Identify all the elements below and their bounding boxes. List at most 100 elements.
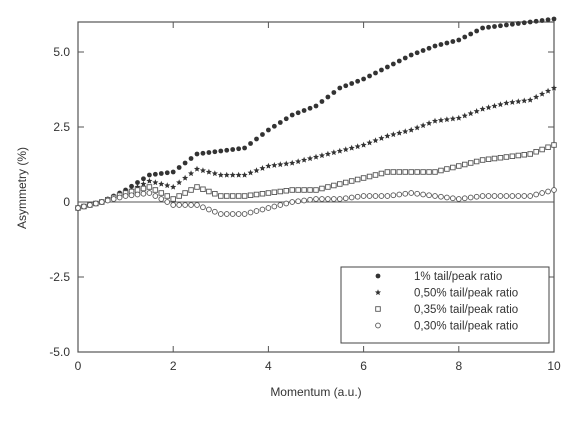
y-tick-label: 0: [63, 195, 70, 209]
series-3: [75, 187, 557, 217]
data-point: [265, 190, 272, 196]
data-point: [289, 112, 295, 118]
data-point: [146, 177, 153, 184]
data-point: [527, 151, 533, 157]
data-point-interp: [206, 150, 212, 155]
data-point-interp: [307, 105, 313, 111]
data-point: [527, 193, 534, 199]
data-point-interp: [366, 193, 373, 199]
legend-marker: [374, 289, 382, 296]
data-point: [551, 16, 557, 22]
data-point-interp: [497, 193, 504, 199]
data-point-interp: [402, 55, 408, 61]
data-point: [456, 163, 462, 169]
data-point: [313, 196, 319, 202]
data-point-interp: [212, 208, 218, 215]
data-point-interp: [461, 112, 468, 119]
data-point-interp: [319, 196, 325, 202]
data-point-interp: [474, 28, 480, 34]
legend-label: 1% tail/peak ratio: [414, 271, 502, 283]
data-point-interp: [396, 129, 403, 136]
data-point: [480, 25, 485, 31]
data-point-interp: [438, 193, 444, 200]
data-point-interp: [521, 97, 528, 104]
data-point: [122, 193, 129, 199]
legend-marker: [375, 322, 381, 329]
data-point-interp: [164, 193, 170, 199]
data-point-interp: [420, 169, 426, 175]
data-point-interp: [402, 169, 409, 175]
data-point-interp: [539, 18, 545, 23]
data-point: [408, 52, 414, 58]
data-point-interp: [324, 150, 331, 157]
data-point-interp: [449, 115, 456, 122]
data-point-interp: [372, 172, 379, 178]
data-point: [503, 193, 510, 199]
x-tick-label: 0: [75, 359, 82, 373]
data-point: [241, 211, 248, 217]
data-point-interp: [450, 195, 456, 202]
data-point-interp: [354, 176, 361, 183]
data-point: [146, 190, 153, 196]
x-tick-label: 2: [170, 359, 177, 373]
data-point-interp: [515, 193, 522, 199]
data-point-interp: [152, 179, 159, 186]
data-point-interp: [259, 206, 266, 213]
data-point-interp: [271, 162, 278, 168]
data-point-interp: [164, 182, 171, 189]
data-point-interp: [426, 45, 432, 51]
data-point-interp: [366, 173, 373, 180]
data-point-interp: [491, 102, 498, 109]
data-point: [265, 162, 272, 169]
data-point: [551, 187, 557, 193]
data-point: [527, 96, 534, 103]
data-point-interp: [253, 208, 260, 214]
data-point-interp: [390, 61, 396, 67]
data-point-interp: [509, 21, 515, 27]
data-point: [432, 43, 438, 49]
data-point-interp: [295, 158, 302, 165]
data-point-interp: [443, 116, 450, 123]
data-point: [289, 199, 296, 205]
data-point-interp: [319, 99, 325, 104]
data-point-interp: [331, 182, 337, 189]
data-point-interp: [342, 195, 349, 202]
legend-label: 0,35% tail/peak ratio: [414, 304, 518, 316]
data-point-interp: [140, 185, 147, 192]
data-point-interp: [444, 166, 450, 172]
x-axis-ticks: 0 2 4 6 8 10: [75, 22, 561, 373]
data-point-interp: [473, 158, 480, 165]
data-point-interp: [224, 147, 230, 153]
data-point-interp: [253, 191, 260, 198]
data-point-interp: [182, 190, 188, 196]
data-point-interp: [188, 156, 194, 161]
data-point-interp: [509, 193, 516, 199]
data-point-interp: [414, 190, 421, 197]
data-point: [289, 187, 295, 193]
data-point: [266, 127, 271, 133]
data-point-interp: [182, 160, 188, 166]
data-point-interp: [372, 137, 379, 144]
data-point-interp: [259, 165, 266, 171]
data-series: [74, 16, 558, 217]
data-point-interp: [473, 193, 480, 200]
data-point-interp: [437, 117, 444, 123]
data-point-interp: [260, 132, 265, 137]
data-point-interp: [152, 171, 158, 177]
data-point-interp: [229, 171, 236, 178]
legend-marker: [375, 273, 381, 279]
data-point-interp: [533, 148, 539, 155]
data-point: [218, 193, 224, 199]
data-point-interp: [491, 155, 498, 162]
data-point: [360, 175, 367, 181]
data-point: [147, 172, 152, 178]
data-point: [408, 190, 415, 196]
data-point-interp: [158, 180, 165, 187]
data-point: [408, 126, 415, 133]
data-point-interp: [420, 122, 427, 129]
data-point-interp: [515, 21, 521, 26]
data-point-interp: [104, 197, 111, 204]
data-point-interp: [545, 188, 551, 195]
data-point-interp: [283, 200, 290, 207]
data-point: [98, 199, 105, 205]
